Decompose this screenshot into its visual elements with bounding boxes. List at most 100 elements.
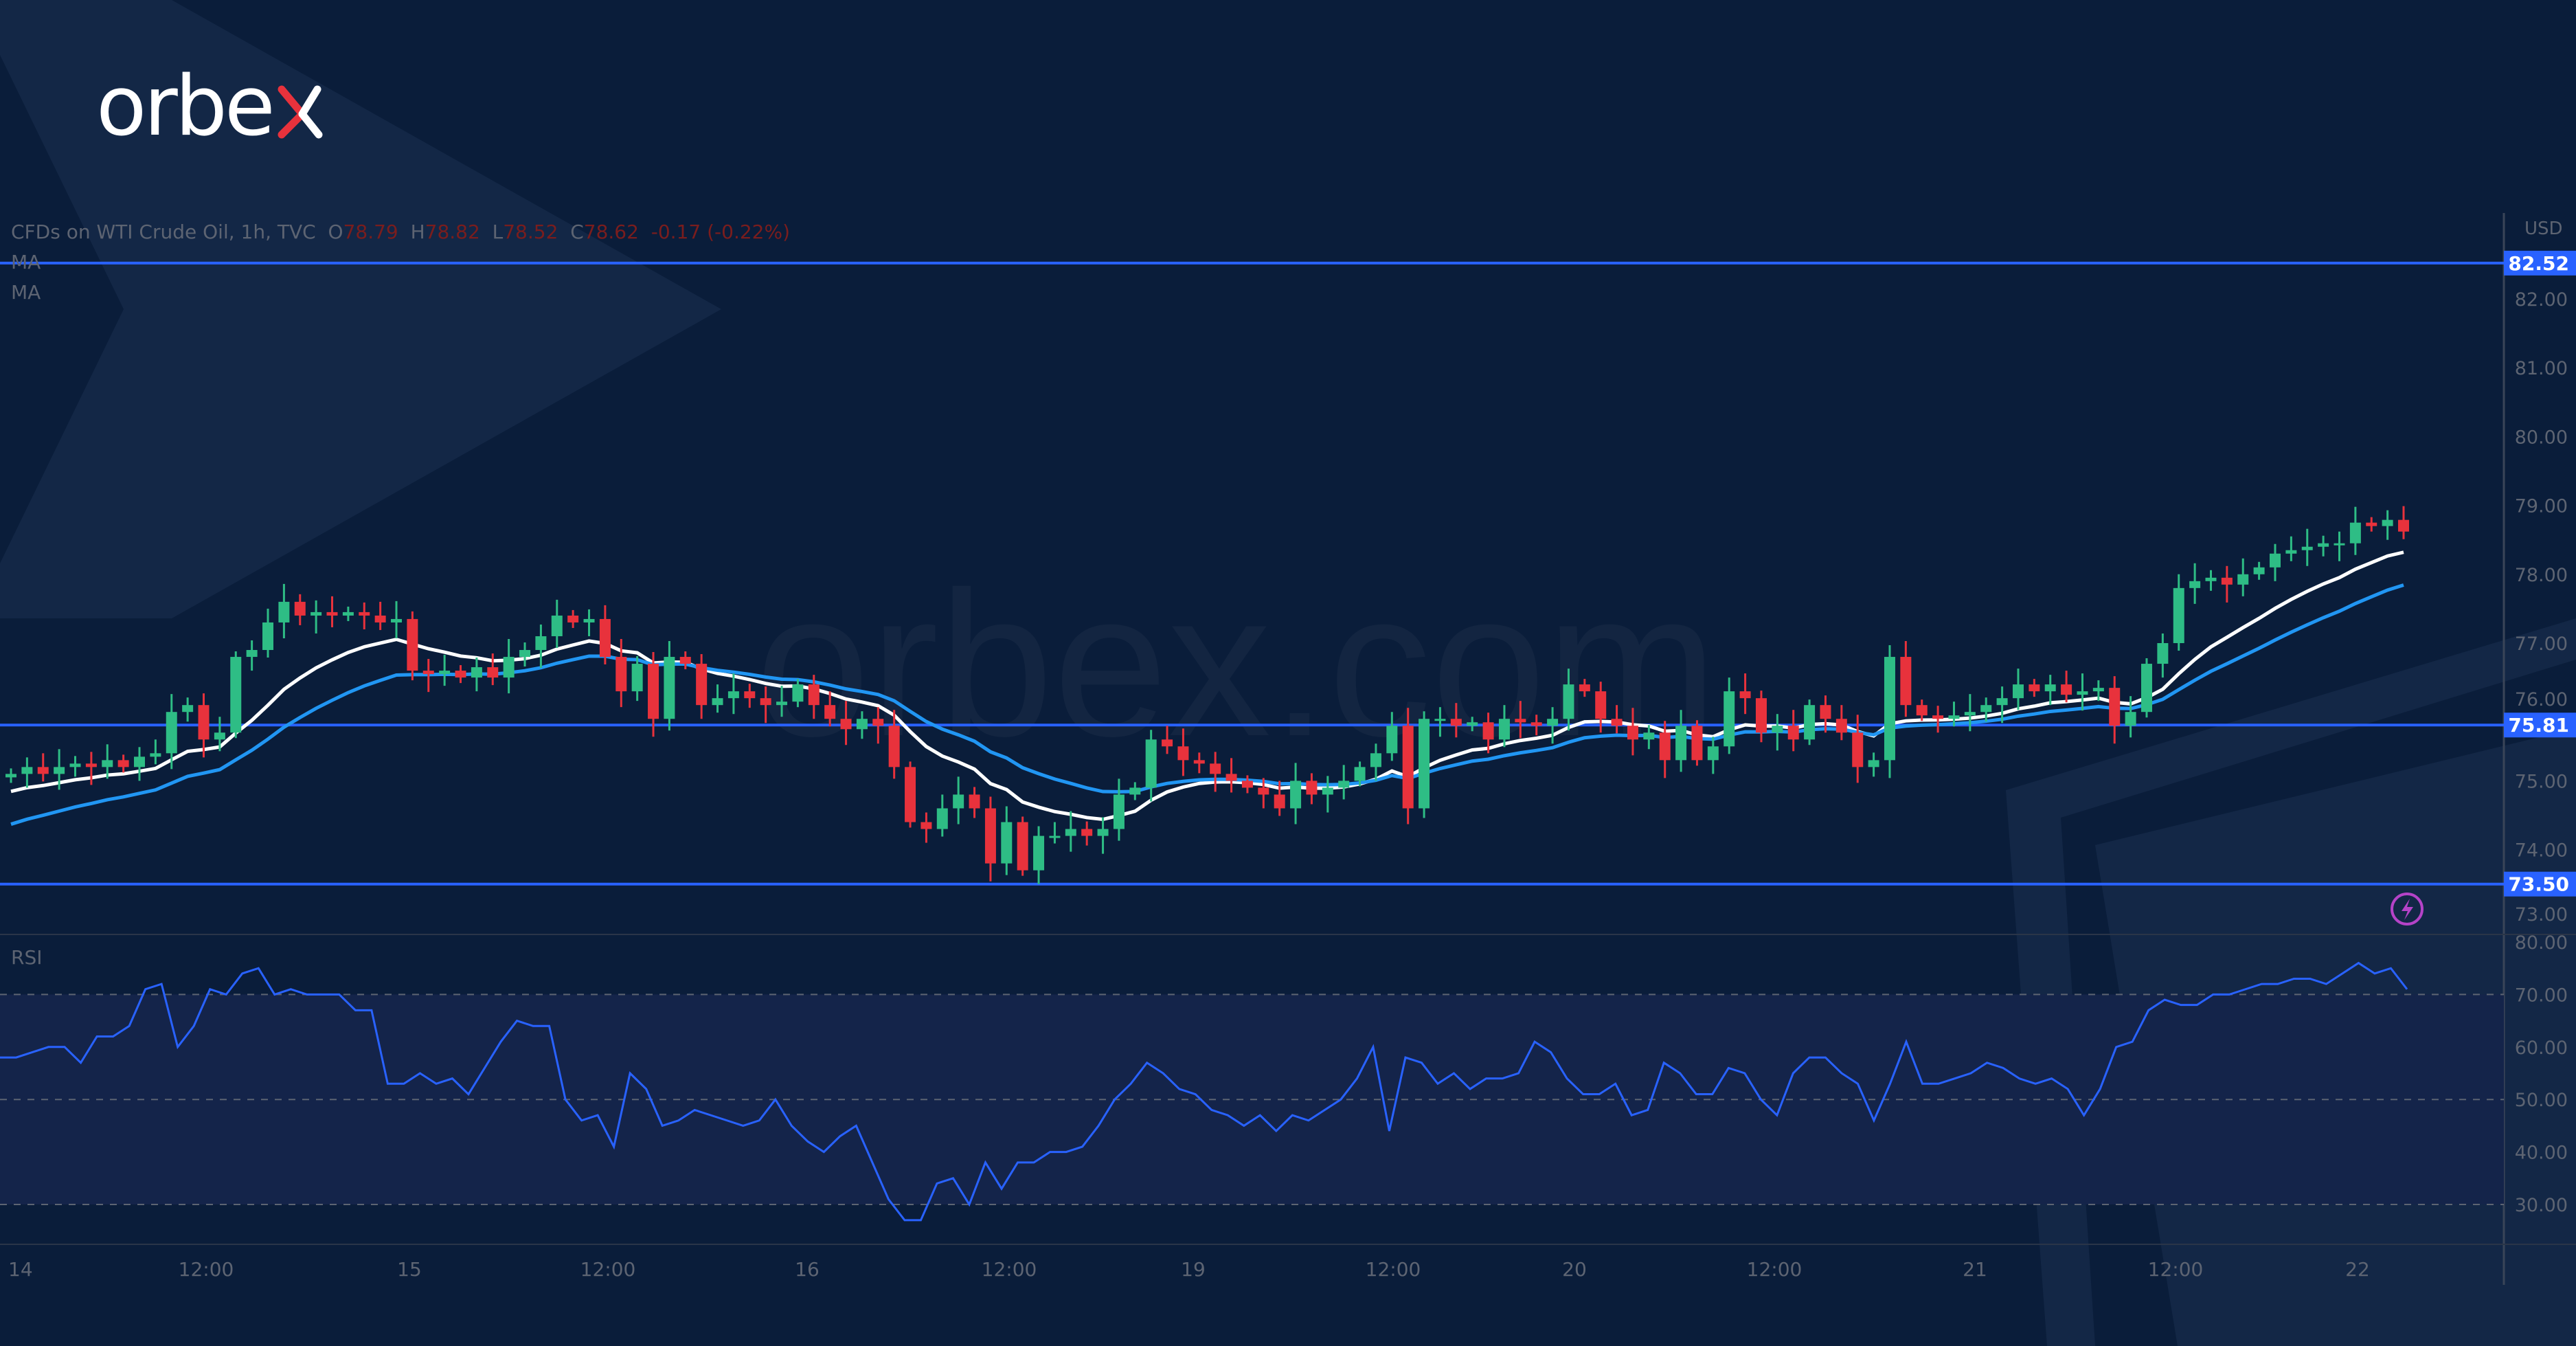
candle-body [1627,726,1638,740]
candle-body [2205,577,2217,581]
candle-body [984,808,996,864]
level-label: 75.81 [2508,714,2569,737]
price-tick-label: 81.00 [2515,358,2568,379]
candle-body [2157,643,2169,664]
candle-body [1755,698,1767,733]
ma-slow-line [10,583,2404,826]
level-label: 73.50 [2508,873,2569,896]
level-badge [2504,713,2576,738]
candle-body [1498,719,1510,740]
candle-body [326,612,338,616]
time-tick-label: 12:00 [982,1258,1037,1281]
candle-body [374,615,386,622]
candle-body [2029,684,2040,692]
alert-lightning-icon[interactable] [2391,893,2424,926]
candle-body [37,767,49,774]
candle-body [2269,553,2281,568]
candle-body [1916,705,1928,716]
price-tick-label: 77.00 [2515,633,2568,655]
candle-body [664,657,675,719]
candle-body [583,618,595,622]
candle-body [1162,739,1173,747]
candle-body [117,760,129,767]
time-axis[interactable]: 14 12:00 15 12:00 16 12:00 19 12:00 20 12:00 21 12:… [8,1258,2370,1281]
candle-body [535,636,547,651]
candle-body [1611,719,1623,726]
ma-legend-1[interactable]: MA [11,251,41,273]
level-label: 82.52 [2508,252,2569,275]
candle-body [5,774,16,778]
candle-body [1884,657,1895,761]
candle-body [1675,726,1687,761]
time-tick-label: 21 [1963,1258,1987,1281]
candle-body [1434,719,1446,721]
candle-body [2125,712,2136,726]
candle-body [648,664,659,719]
rsi-line [0,961,2408,1222]
rsi-band [0,994,2504,1205]
candle-body [294,601,306,616]
candle-body [840,719,852,730]
time-tick-label: 12:00 [2148,1258,2204,1281]
ma-legend-2[interactable]: MA [11,281,41,304]
candle-body [2237,574,2249,585]
candle-body [824,705,836,719]
rsi-tick-label: 60.00 [2515,1037,2568,1059]
candle-body [278,601,290,622]
price-tick-label: 78.00 [2515,565,2568,586]
time-tick-label: 12:00 [1747,1258,1803,1281]
candle-body [342,612,354,616]
svg-text:orbe: orbe [96,59,273,155]
candle-body [2061,684,2072,695]
time-tick-label: 12:00 [580,1258,636,1281]
high-value: 78.82 [425,221,480,243]
candle-body [1835,719,1847,733]
candle-body [198,705,210,740]
candle-body [888,726,900,767]
candle-body [1001,822,1013,864]
candlesticks [5,506,2409,884]
candle-body [182,705,194,713]
candle-body [471,667,482,678]
candle-body [1787,726,1799,740]
candle-body [1306,781,1318,795]
candle-body [1177,746,1189,761]
price-tick-label: 80.00 [2515,427,2568,448]
candle-body [792,684,804,702]
price-tick-label: 82.00 [2515,289,2568,311]
rsi-tick-label: 70.00 [2515,985,2568,1006]
candle-body [1450,719,1462,726]
time-tick-label: 14 [8,1258,33,1281]
price-tick-label: 73.00 [2515,904,2568,926]
candle-body [1258,787,1269,795]
candle-body [2318,543,2329,547]
candle-body [1804,705,1816,740]
candle-body [1210,763,1221,774]
rsi-axis: 80.00 70.00 60.00 50.00 40.00 30.00 [2515,932,2568,1216]
rsi-tick-label: 50.00 [2515,1090,2568,1111]
low-label: L [492,221,504,243]
candle-body [920,822,932,829]
candle-body [1241,781,1253,788]
candle-body [439,671,451,675]
candle-body [1659,732,1671,761]
rsi-legend[interactable]: RSI [11,946,43,969]
candle-body [856,719,868,730]
price-axis[interactable]: 82.00 81.00 80.00 79.00 78.00 77.00 76.00 75.00… [2515,289,2568,926]
time-tick-label: 20 [1562,1258,1587,1281]
time-tick-label: 19 [1181,1258,1206,1281]
candle-body [2382,519,2393,526]
candle-body [246,650,258,658]
orbex-logo: orbe [96,59,323,155]
candle-body [631,664,643,692]
candle-body [1033,835,1045,871]
time-tick-label: 12:00 [179,1258,234,1281]
candle-body [1515,719,1526,723]
candle-body [2109,688,2121,726]
change-value: -0.17 (-0.22%) [651,221,790,243]
candle-body [2349,522,2361,543]
candle-body [2077,691,2088,695]
high-label: H [410,221,425,243]
candle-body [262,622,274,651]
